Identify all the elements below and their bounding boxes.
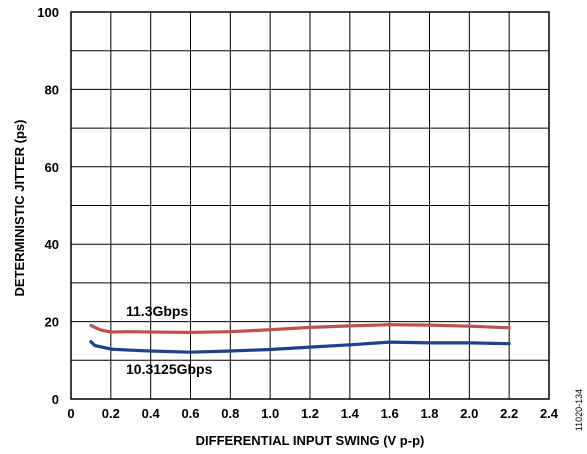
plot-frame: [70, 11, 550, 400]
x-tick-label: 2.0: [460, 406, 478, 421]
y-tick-label: 60: [45, 160, 59, 175]
y-axis-title: DETERMINISTIC JITTER (ps): [12, 120, 27, 297]
series-line-10-3125gbps: [89, 340, 511, 354]
x-tick-label: 0.4: [142, 406, 161, 421]
y-tick-label: 20: [45, 315, 59, 330]
series-line-11-3gbps: [89, 323, 511, 334]
y-tick-label: 40: [45, 237, 59, 252]
x-tick-label: 1.6: [381, 406, 399, 421]
y-tick-label: 80: [45, 82, 59, 97]
x-tick-label: 0.8: [221, 406, 239, 421]
series-label-11-3gbps: 11.3Gbps: [126, 303, 188, 319]
figure-id: 11020-134: [574, 389, 584, 431]
x-tick-label: 1.2: [301, 406, 319, 421]
y-tick-label: 100: [37, 5, 59, 20]
x-axis-title: DIFFERENTIAL INPUT SWING (V p-p): [196, 433, 425, 448]
x-tick-labels: 0 0.2 0.4 0.6 0.8 1.0 1.2 1.4 1.6 1.8 2.0 2.2 2.4: [67, 406, 558, 421]
x-tick-label: 0.6: [181, 406, 199, 421]
x-tick-label: 2.2: [500, 406, 518, 421]
x-tick-label: 1.4: [341, 406, 360, 421]
grid-lines: [70, 11, 550, 400]
y-tick-labels: 0 20 40 60 80 100: [37, 5, 59, 407]
plot-border: [70, 11, 550, 400]
x-tick-label: 2.4: [540, 406, 559, 421]
x-tick-label: 0.2: [102, 406, 120, 421]
y-tick-label: 0: [52, 392, 59, 407]
series-label-10-3125gbps: 10.3125Gbps: [126, 361, 213, 377]
series-lines: [89, 323, 511, 354]
x-tick-label: 1.8: [420, 406, 438, 421]
x-tick-label: 0: [67, 406, 74, 421]
x-tick-label: 1.0: [261, 406, 279, 421]
